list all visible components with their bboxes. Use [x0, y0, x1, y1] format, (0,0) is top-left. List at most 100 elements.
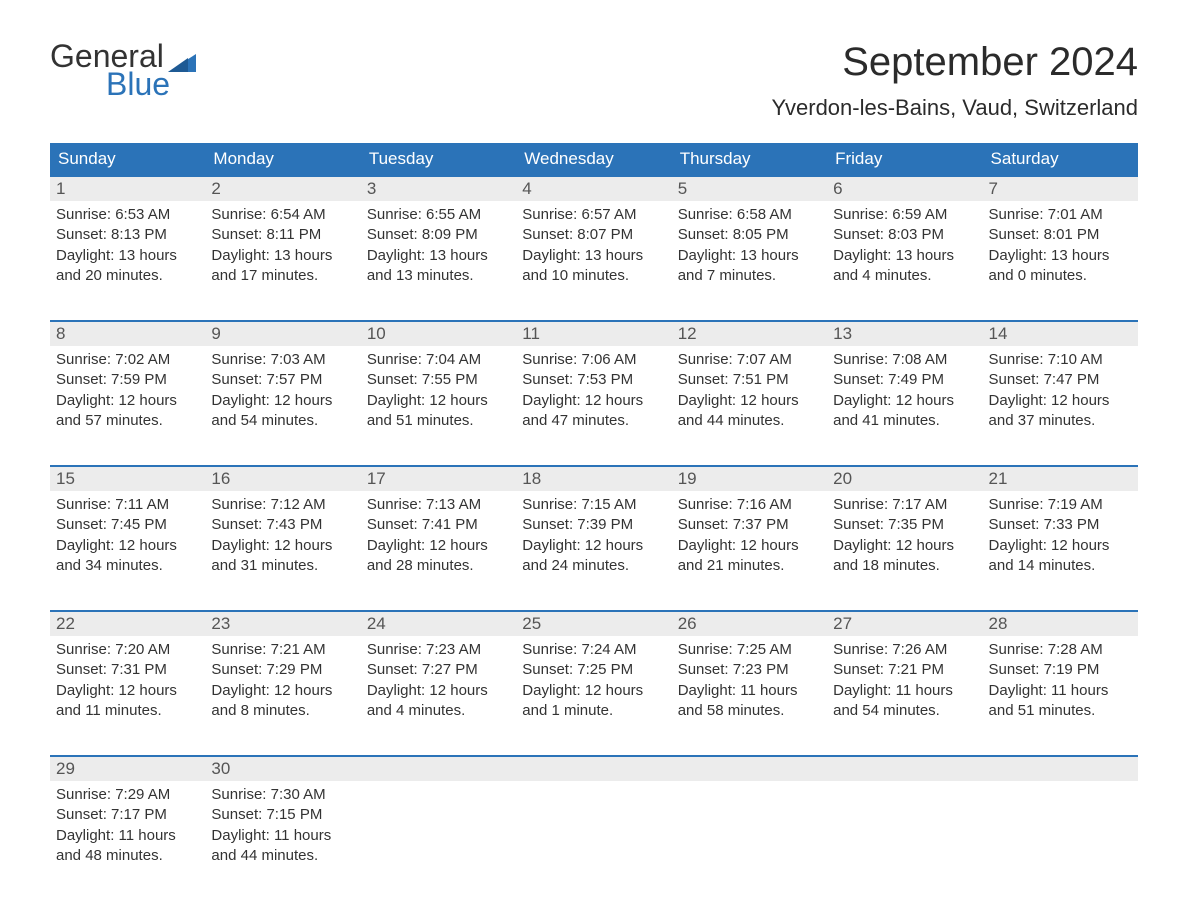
- day-sunrise: Sunrise: 7:11 AM: [56, 495, 199, 515]
- calendar-day: 24Sunrise: 7:23 AMSunset: 7:27 PMDayligh…: [361, 612, 516, 729]
- day-sunset: Sunset: 7:53 PM: [522, 370, 665, 390]
- day-dl2: and 54 minutes.: [833, 701, 976, 721]
- day-dl1: Daylight: 12 hours: [211, 536, 354, 556]
- day-dl2: and 14 minutes.: [989, 556, 1132, 576]
- day-sunrise: Sunrise: 7:10 AM: [989, 350, 1132, 370]
- day-dl1: Daylight: 11 hours: [989, 681, 1132, 701]
- day-number: [361, 757, 516, 781]
- day-sunrise: Sunrise: 7:30 AM: [211, 785, 354, 805]
- day-dl1: Daylight: 12 hours: [211, 681, 354, 701]
- calendar-day: 21Sunrise: 7:19 AMSunset: 7:33 PMDayligh…: [983, 467, 1138, 584]
- day-details: Sunrise: 6:55 AMSunset: 8:09 PMDaylight:…: [361, 201, 516, 294]
- day-sunrise: Sunrise: 7:06 AM: [522, 350, 665, 370]
- day-details: Sunrise: 7:15 AMSunset: 7:39 PMDaylight:…: [516, 491, 671, 584]
- day-details: Sunrise: 6:57 AMSunset: 8:07 PMDaylight:…: [516, 201, 671, 294]
- calendar-day: [361, 757, 516, 874]
- day-details: Sunrise: 7:13 AMSunset: 7:41 PMDaylight:…: [361, 491, 516, 584]
- day-number: 1: [50, 177, 205, 201]
- day-dl2: and 31 minutes.: [211, 556, 354, 576]
- day-sunset: Sunset: 7:45 PM: [56, 515, 199, 535]
- calendar-day: 4Sunrise: 6:57 AMSunset: 8:07 PMDaylight…: [516, 177, 671, 294]
- day-dl2: and 4 minutes.: [367, 701, 510, 721]
- day-sunrise: Sunrise: 6:58 AM: [678, 205, 821, 225]
- day-details: Sunrise: 7:19 AMSunset: 7:33 PMDaylight:…: [983, 491, 1138, 584]
- day-sunset: Sunset: 7:43 PM: [211, 515, 354, 535]
- calendar-day: 26Sunrise: 7:25 AMSunset: 7:23 PMDayligh…: [672, 612, 827, 729]
- day-number: 2: [205, 177, 360, 201]
- day-details: Sunrise: 7:25 AMSunset: 7:23 PMDaylight:…: [672, 636, 827, 729]
- day-details: Sunrise: 7:16 AMSunset: 7:37 PMDaylight:…: [672, 491, 827, 584]
- day-dl1: Daylight: 12 hours: [522, 391, 665, 411]
- day-dl2: and 0 minutes.: [989, 266, 1132, 286]
- calendar-day: 12Sunrise: 7:07 AMSunset: 7:51 PMDayligh…: [672, 322, 827, 439]
- day-number: 26: [672, 612, 827, 636]
- day-details: Sunrise: 7:17 AMSunset: 7:35 PMDaylight:…: [827, 491, 982, 584]
- calendar-week: 15Sunrise: 7:11 AMSunset: 7:45 PMDayligh…: [50, 465, 1138, 584]
- day-dl2: and 34 minutes.: [56, 556, 199, 576]
- day-dl1: Daylight: 12 hours: [833, 536, 976, 556]
- calendar-week: 8Sunrise: 7:02 AMSunset: 7:59 PMDaylight…: [50, 320, 1138, 439]
- day-sunset: Sunset: 7:41 PM: [367, 515, 510, 535]
- day-sunrise: Sunrise: 7:01 AM: [989, 205, 1132, 225]
- day-dl1: Daylight: 12 hours: [56, 536, 199, 556]
- day-sunrise: Sunrise: 7:04 AM: [367, 350, 510, 370]
- day-dl1: Daylight: 12 hours: [367, 391, 510, 411]
- day-sunset: Sunset: 7:23 PM: [678, 660, 821, 680]
- day-number: 8: [50, 322, 205, 346]
- calendar-day: [983, 757, 1138, 874]
- calendar-day: 17Sunrise: 7:13 AMSunset: 7:41 PMDayligh…: [361, 467, 516, 584]
- day-number: 18: [516, 467, 671, 491]
- calendar-week: 1Sunrise: 6:53 AMSunset: 8:13 PMDaylight…: [50, 175, 1138, 294]
- day-sunset: Sunset: 8:01 PM: [989, 225, 1132, 245]
- day-details: Sunrise: 6:54 AMSunset: 8:11 PMDaylight:…: [205, 201, 360, 294]
- calendar-day: 11Sunrise: 7:06 AMSunset: 7:53 PMDayligh…: [516, 322, 671, 439]
- day-dl1: Daylight: 12 hours: [989, 391, 1132, 411]
- logo-text-blue: Blue: [106, 68, 170, 100]
- day-dl2: and 51 minutes.: [367, 411, 510, 431]
- day-sunrise: Sunrise: 6:54 AM: [211, 205, 354, 225]
- day-dl2: and 41 minutes.: [833, 411, 976, 431]
- day-sunrise: Sunrise: 6:57 AM: [522, 205, 665, 225]
- day-details: Sunrise: 7:01 AMSunset: 8:01 PMDaylight:…: [983, 201, 1138, 294]
- day-sunset: Sunset: 7:55 PM: [367, 370, 510, 390]
- day-sunset: Sunset: 8:11 PM: [211, 225, 354, 245]
- day-number: 13: [827, 322, 982, 346]
- day-sunset: Sunset: 7:15 PM: [211, 805, 354, 825]
- day-dl2: and 8 minutes.: [211, 701, 354, 721]
- day-sunrise: Sunrise: 7:29 AM: [56, 785, 199, 805]
- calendar-day: 22Sunrise: 7:20 AMSunset: 7:31 PMDayligh…: [50, 612, 205, 729]
- day-details: Sunrise: 7:29 AMSunset: 7:17 PMDaylight:…: [50, 781, 205, 874]
- calendar-day: 30Sunrise: 7:30 AMSunset: 7:15 PMDayligh…: [205, 757, 360, 874]
- day-dl1: Daylight: 12 hours: [211, 391, 354, 411]
- day-details: Sunrise: 7:03 AMSunset: 7:57 PMDaylight:…: [205, 346, 360, 439]
- calendar-day: 29Sunrise: 7:29 AMSunset: 7:17 PMDayligh…: [50, 757, 205, 874]
- day-details: Sunrise: 6:53 AMSunset: 8:13 PMDaylight:…: [50, 201, 205, 294]
- day-sunset: Sunset: 7:21 PM: [833, 660, 976, 680]
- day-number: 16: [205, 467, 360, 491]
- day-dl1: Daylight: 12 hours: [833, 391, 976, 411]
- day-number: [827, 757, 982, 781]
- day-dl2: and 44 minutes.: [678, 411, 821, 431]
- calendar-day: 20Sunrise: 7:17 AMSunset: 7:35 PMDayligh…: [827, 467, 982, 584]
- day-details: Sunrise: 7:20 AMSunset: 7:31 PMDaylight:…: [50, 636, 205, 729]
- day-details: Sunrise: 6:59 AMSunset: 8:03 PMDaylight:…: [827, 201, 982, 294]
- day-number: 12: [672, 322, 827, 346]
- day-number: 10: [361, 322, 516, 346]
- day-number: 25: [516, 612, 671, 636]
- dow-cell: Tuesday: [361, 143, 516, 175]
- day-sunrise: Sunrise: 7:26 AM: [833, 640, 976, 660]
- day-number: 29: [50, 757, 205, 781]
- day-sunrise: Sunrise: 7:21 AM: [211, 640, 354, 660]
- day-dl1: Daylight: 13 hours: [989, 246, 1132, 266]
- day-details: Sunrise: 7:12 AMSunset: 7:43 PMDaylight:…: [205, 491, 360, 584]
- day-number: [983, 757, 1138, 781]
- dow-cell: Thursday: [672, 143, 827, 175]
- day-sunset: Sunset: 8:13 PM: [56, 225, 199, 245]
- day-sunset: Sunset: 7:19 PM: [989, 660, 1132, 680]
- day-dl2: and 10 minutes.: [522, 266, 665, 286]
- day-dl2: and 44 minutes.: [211, 846, 354, 866]
- day-details: Sunrise: 7:08 AMSunset: 7:49 PMDaylight:…: [827, 346, 982, 439]
- day-sunset: Sunset: 8:05 PM: [678, 225, 821, 245]
- day-details: Sunrise: 7:07 AMSunset: 7:51 PMDaylight:…: [672, 346, 827, 439]
- day-sunrise: Sunrise: 7:17 AM: [833, 495, 976, 515]
